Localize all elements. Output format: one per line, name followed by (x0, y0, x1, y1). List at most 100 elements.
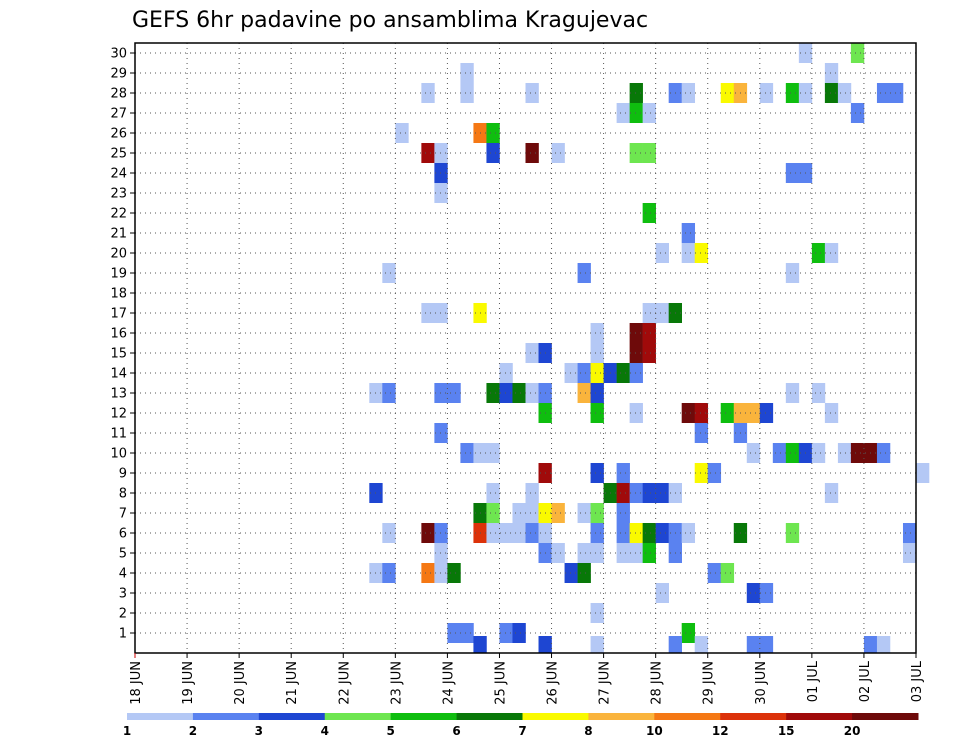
precip-cell (525, 83, 539, 103)
legend-label: 8 (584, 724, 592, 738)
precip-cell (746, 403, 761, 423)
precip-cell (486, 443, 500, 463)
precip-cell (590, 636, 604, 653)
precip-cell (824, 83, 839, 103)
y-tick-label: 16 (110, 327, 127, 342)
precip-cell (629, 143, 643, 163)
precip-cell (655, 523, 669, 543)
precip-cell (395, 123, 409, 143)
precip-cell (681, 623, 696, 643)
cells-layer (369, 43, 930, 653)
precip-cell (499, 623, 513, 643)
y-tick-label: 25 (110, 147, 127, 162)
legend-swatch (786, 713, 853, 720)
precip-cell (486, 523, 500, 543)
precip-cell (577, 543, 591, 563)
precip-cell (577, 503, 591, 523)
precip-cell (759, 583, 774, 603)
color-legend: 1 2 3 4 5 6 7 8 10 12 15 20 (123, 713, 919, 738)
legend-label: 6 (452, 724, 460, 738)
y-tick-label: 10 (110, 447, 127, 462)
y-tick-label: 14 (110, 367, 127, 382)
precip-cell (421, 563, 435, 583)
precip-cell (499, 383, 513, 403)
precip-cell (434, 423, 448, 443)
precip-cell (694, 636, 709, 653)
precip-cell (590, 543, 604, 563)
precip-cell (655, 583, 669, 603)
legend-swatch (588, 713, 655, 720)
precip-cell (694, 423, 709, 443)
precip-cell (785, 523, 800, 543)
y-tick-label: 15 (110, 347, 127, 362)
precip-cell (642, 143, 656, 163)
precip-cell (525, 483, 539, 503)
precip-cell (720, 83, 735, 103)
precip-cell (590, 523, 604, 543)
precip-cell (785, 443, 800, 463)
x-tick-label: 23 JUN (389, 661, 404, 705)
precip-cell (551, 543, 565, 563)
precip-cell (759, 403, 774, 423)
x-axis-ticks: 18 JUN 19 JUN 20 JUN 21 JUN 22 JUN 23 JUN 24 J… (129, 653, 925, 705)
precip-cell (434, 523, 448, 543)
precip-cell (382, 563, 396, 583)
y-tick-label: 22 (110, 207, 127, 222)
precip-cell (590, 603, 604, 623)
precip-cell (902, 543, 917, 563)
precip-cell (577, 383, 591, 403)
precip-cell (694, 403, 709, 423)
x-tick-label: 21 JUN (285, 661, 300, 705)
y-tick-label: 24 (110, 167, 127, 182)
precip-cell (434, 383, 448, 403)
precip-cell (421, 303, 435, 323)
precip-cell (616, 523, 630, 543)
precip-cell (850, 43, 865, 63)
precip-cell (629, 323, 643, 343)
x-tick-label: 19 JUN (181, 661, 196, 705)
precip-cell (434, 163, 448, 183)
legend-label: 5 (386, 724, 394, 738)
precip-cell (486, 383, 500, 403)
x-tick-label: 28 JUN (650, 661, 665, 705)
x-tick-label: 20 JUN (233, 661, 248, 705)
precip-cell (616, 463, 630, 483)
precip-cell (486, 143, 500, 163)
precip-cell (434, 143, 448, 163)
precip-cell (746, 583, 761, 603)
precip-cell (642, 103, 656, 123)
y-tick-label: 6 (119, 527, 127, 542)
precip-cell (785, 83, 800, 103)
legend-label: 15 (778, 724, 795, 738)
legend-swatch (720, 713, 787, 720)
legend-swatch (127, 713, 194, 720)
precip-cell (629, 343, 643, 363)
precip-cell (499, 363, 513, 383)
y-tick-label: 12 (110, 407, 127, 422)
precip-cell (616, 103, 630, 123)
precip-cell (642, 343, 656, 363)
precip-cell (460, 623, 474, 643)
y-tick-label: 17 (110, 307, 127, 322)
legend-label: 12 (712, 724, 729, 738)
legend-label: 10 (646, 724, 663, 738)
precip-cell (499, 523, 513, 543)
precip-cell (460, 83, 474, 103)
precip-cell (759, 636, 774, 653)
legend-swatch (258, 713, 326, 720)
precip-cell (681, 223, 696, 243)
precip-cell (629, 403, 643, 423)
precip-cell (642, 483, 656, 503)
precip-cell (512, 503, 526, 523)
precip-cell (590, 403, 604, 423)
legend-swatch (852, 713, 919, 720)
precip-cell (590, 383, 604, 403)
grid-layer (135, 43, 916, 653)
x-tick-label: 27 JUN (598, 661, 613, 705)
precip-cell (382, 383, 396, 403)
precip-cell (525, 343, 539, 363)
x-tick-label: 03 JUL (910, 660, 925, 702)
y-axis-ticks: 1234567891011121314151617181920212223242… (110, 47, 135, 642)
y-tick-label: 21 (110, 227, 127, 242)
legend-swatch (456, 713, 523, 720)
